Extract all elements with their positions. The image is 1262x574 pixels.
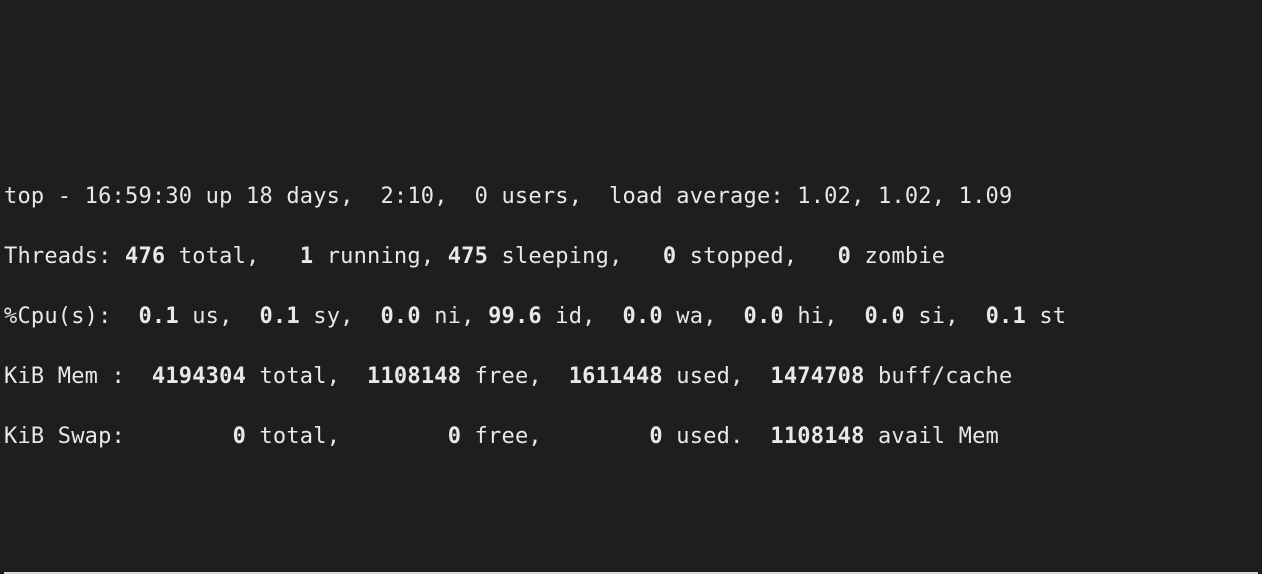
cpu-label: %Cpu(s):: [4, 304, 138, 329]
cpu-sy: 0.1: [259, 304, 299, 329]
threads-sleeping: 475: [448, 244, 488, 269]
cpu-si: 0.0: [865, 304, 905, 329]
cpu-wa-lbl: wa,: [663, 304, 744, 329]
cpu-ni-lbl: ni,: [421, 304, 488, 329]
summary-line-mem: KiB Mem : 4194304 total, 1108148 free, 1…: [4, 362, 1258, 392]
cpu-wa: 0.0: [623, 304, 663, 329]
threads-total-lbl: total,: [165, 244, 299, 269]
clock-time: 16:59:30: [85, 184, 193, 209]
cpu-st-lbl: st: [1026, 304, 1066, 329]
threads-total: 476: [125, 244, 165, 269]
threads-sleeping-lbl: sleeping,: [488, 244, 663, 269]
cpu-id: 99.6: [488, 304, 542, 329]
cpu-us: 0.1: [138, 304, 178, 329]
threads-running: 1: [300, 244, 313, 269]
swap-used-lbl: used.: [663, 424, 771, 449]
sep: ,: [434, 184, 474, 209]
users-value: 0 users: [475, 184, 569, 209]
top-label: top -: [4, 184, 85, 209]
mem-buff: 1474708: [770, 364, 864, 389]
swap-avail-lbl: avail Mem: [865, 424, 999, 449]
cpu-hi: 0.0: [744, 304, 784, 329]
summary-line-threads: Threads: 476 total, 1 running, 475 sleep…: [4, 242, 1258, 272]
mem-used: 1611448: [569, 364, 663, 389]
swap-free: 0: [448, 424, 461, 449]
cpu-us-lbl: us,: [179, 304, 260, 329]
threads-stopped-lbl: stopped,: [676, 244, 837, 269]
threads-zombie: 0: [838, 244, 851, 269]
mem-free: 1108148: [367, 364, 461, 389]
swap-total: 0: [233, 424, 246, 449]
swap-label: KiB Swap:: [4, 424, 233, 449]
cpu-ni: 0.0: [380, 304, 420, 329]
cpu-hi-lbl: hi,: [784, 304, 865, 329]
swap-used: 0: [649, 424, 662, 449]
cpu-si-lbl: si,: [905, 304, 986, 329]
threads-running-lbl: running,: [313, 244, 447, 269]
mem-label: KiB Mem :: [4, 364, 152, 389]
summary-line-cpu: %Cpu(s): 0.1 us, 0.1 sy, 0.0 ni, 99.6 id…: [4, 302, 1258, 332]
swap-avail: 1108148: [770, 424, 864, 449]
cpu-id-lbl: id,: [542, 304, 623, 329]
swap-total-lbl: total,: [246, 424, 448, 449]
cpu-sy-lbl: sy,: [300, 304, 381, 329]
swap-free-lbl: free,: [461, 424, 649, 449]
threads-zombie-lbl: zombie: [851, 244, 945, 269]
mem-used-lbl: used,: [663, 364, 771, 389]
threads-label: Threads:: [4, 244, 125, 269]
terminal-output: top - 16:59:30 up 18 days, 2:10, 0 users…: [0, 120, 1262, 574]
summary-line-uptime: top - 16:59:30 up 18 days, 2:10, 0 users…: [4, 182, 1258, 212]
uptime-value: 18 days, 2:10: [246, 184, 434, 209]
mem-total-lbl: total,: [246, 364, 367, 389]
summary-block: top - 16:59:30 up 18 days, 2:10, 0 users…: [4, 152, 1258, 482]
mem-free-lbl: free,: [461, 364, 569, 389]
cpu-st: 0.1: [986, 304, 1026, 329]
mem-total: 4194304: [152, 364, 246, 389]
summary-line-swap: KiB Swap: 0 total, 0 free, 0 used. 11081…: [4, 422, 1258, 452]
threads-stopped: 0: [663, 244, 676, 269]
load-label: , load average:: [569, 184, 798, 209]
load-averages: 1.02, 1.02, 1.09: [797, 184, 1012, 209]
mem-buff-lbl: buff/cache: [865, 364, 1013, 389]
up-label: up: [192, 184, 246, 209]
